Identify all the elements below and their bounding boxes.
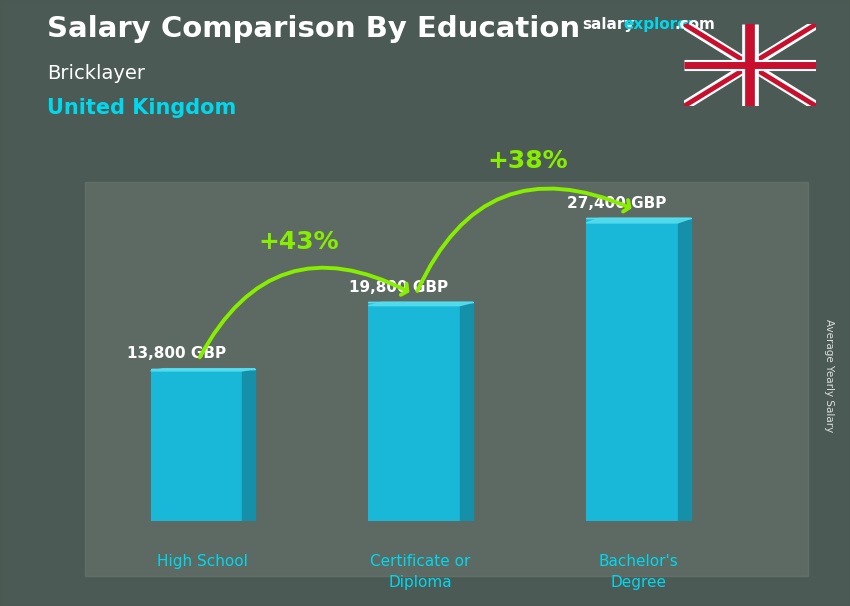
Polygon shape: [586, 218, 691, 223]
Text: Salary Comparison By Education: Salary Comparison By Education: [47, 15, 580, 43]
Text: United Kingdom: United Kingdom: [47, 98, 236, 118]
Polygon shape: [368, 302, 473, 305]
Polygon shape: [677, 218, 691, 521]
Text: explorer: explorer: [623, 17, 695, 32]
Text: salary: salary: [582, 17, 635, 32]
Text: 13,800 GBP: 13,800 GBP: [127, 346, 226, 361]
Text: .com: .com: [674, 17, 715, 32]
Text: +43%: +43%: [258, 230, 339, 253]
Text: Average Yearly Salary: Average Yearly Salary: [824, 319, 834, 432]
Text: +38%: +38%: [487, 149, 568, 173]
Text: Certificate or
Diploma: Certificate or Diploma: [371, 554, 471, 590]
Text: 19,800 GBP: 19,800 GBP: [348, 279, 448, 295]
Bar: [150, 368, 242, 521]
Polygon shape: [242, 368, 255, 521]
Text: Bachelor's
Degree: Bachelor's Degree: [598, 554, 678, 590]
Bar: [85, 182, 808, 576]
Text: 27,400 GBP: 27,400 GBP: [567, 196, 666, 211]
Text: High School: High School: [157, 554, 248, 569]
Text: Bricklayer: Bricklayer: [47, 64, 144, 82]
Bar: [368, 302, 460, 521]
Bar: [586, 218, 677, 521]
Polygon shape: [460, 302, 473, 521]
Polygon shape: [150, 368, 255, 371]
